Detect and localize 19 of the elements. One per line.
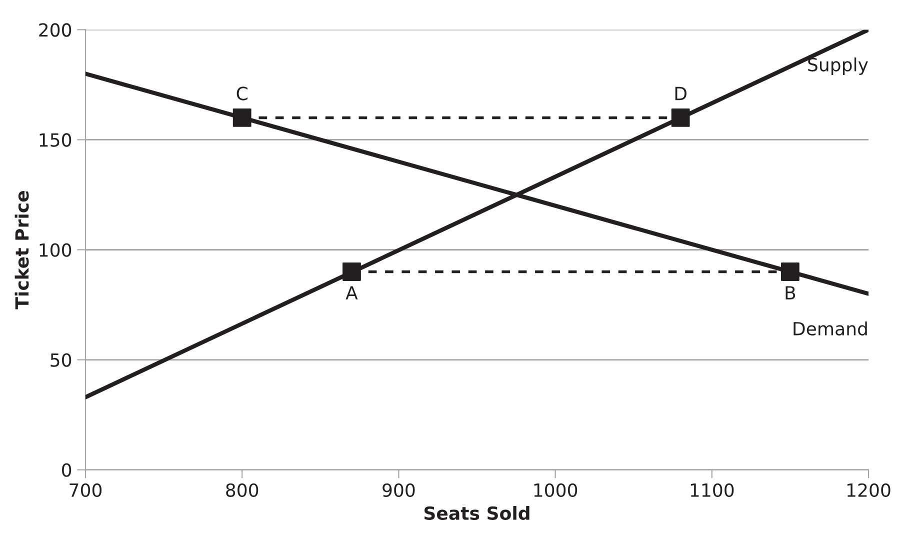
y-tick-label: 150 [40, 133, 72, 147]
series-label: Demand [794, 322, 867, 336]
y-tick-label: 100 [40, 243, 72, 257]
y-axis-title: Ticket Price [14, 191, 29, 310]
y-tick-label: 200 [39, 23, 72, 37]
annotation: B [786, 286, 796, 300]
annotation: A [346, 286, 358, 300]
x-tick-label: 800 [226, 483, 258, 497]
x-tick-label: 1000 [534, 483, 578, 497]
x-tick-label: 900 [382, 483, 415, 497]
x-tick-label: 1100 [690, 483, 734, 497]
annotation: C [236, 86, 248, 100]
series-label: Supply [808, 57, 868, 75]
y-tick-label: 50 [50, 353, 72, 367]
x-tick-label: 1200 [848, 483, 890, 497]
x-axis-title: Seats Sold [424, 506, 530, 520]
x-tick-label: 700 [70, 483, 102, 497]
y-tick-label: 0 [62, 463, 72, 477]
annotation: D [675, 86, 686, 100]
